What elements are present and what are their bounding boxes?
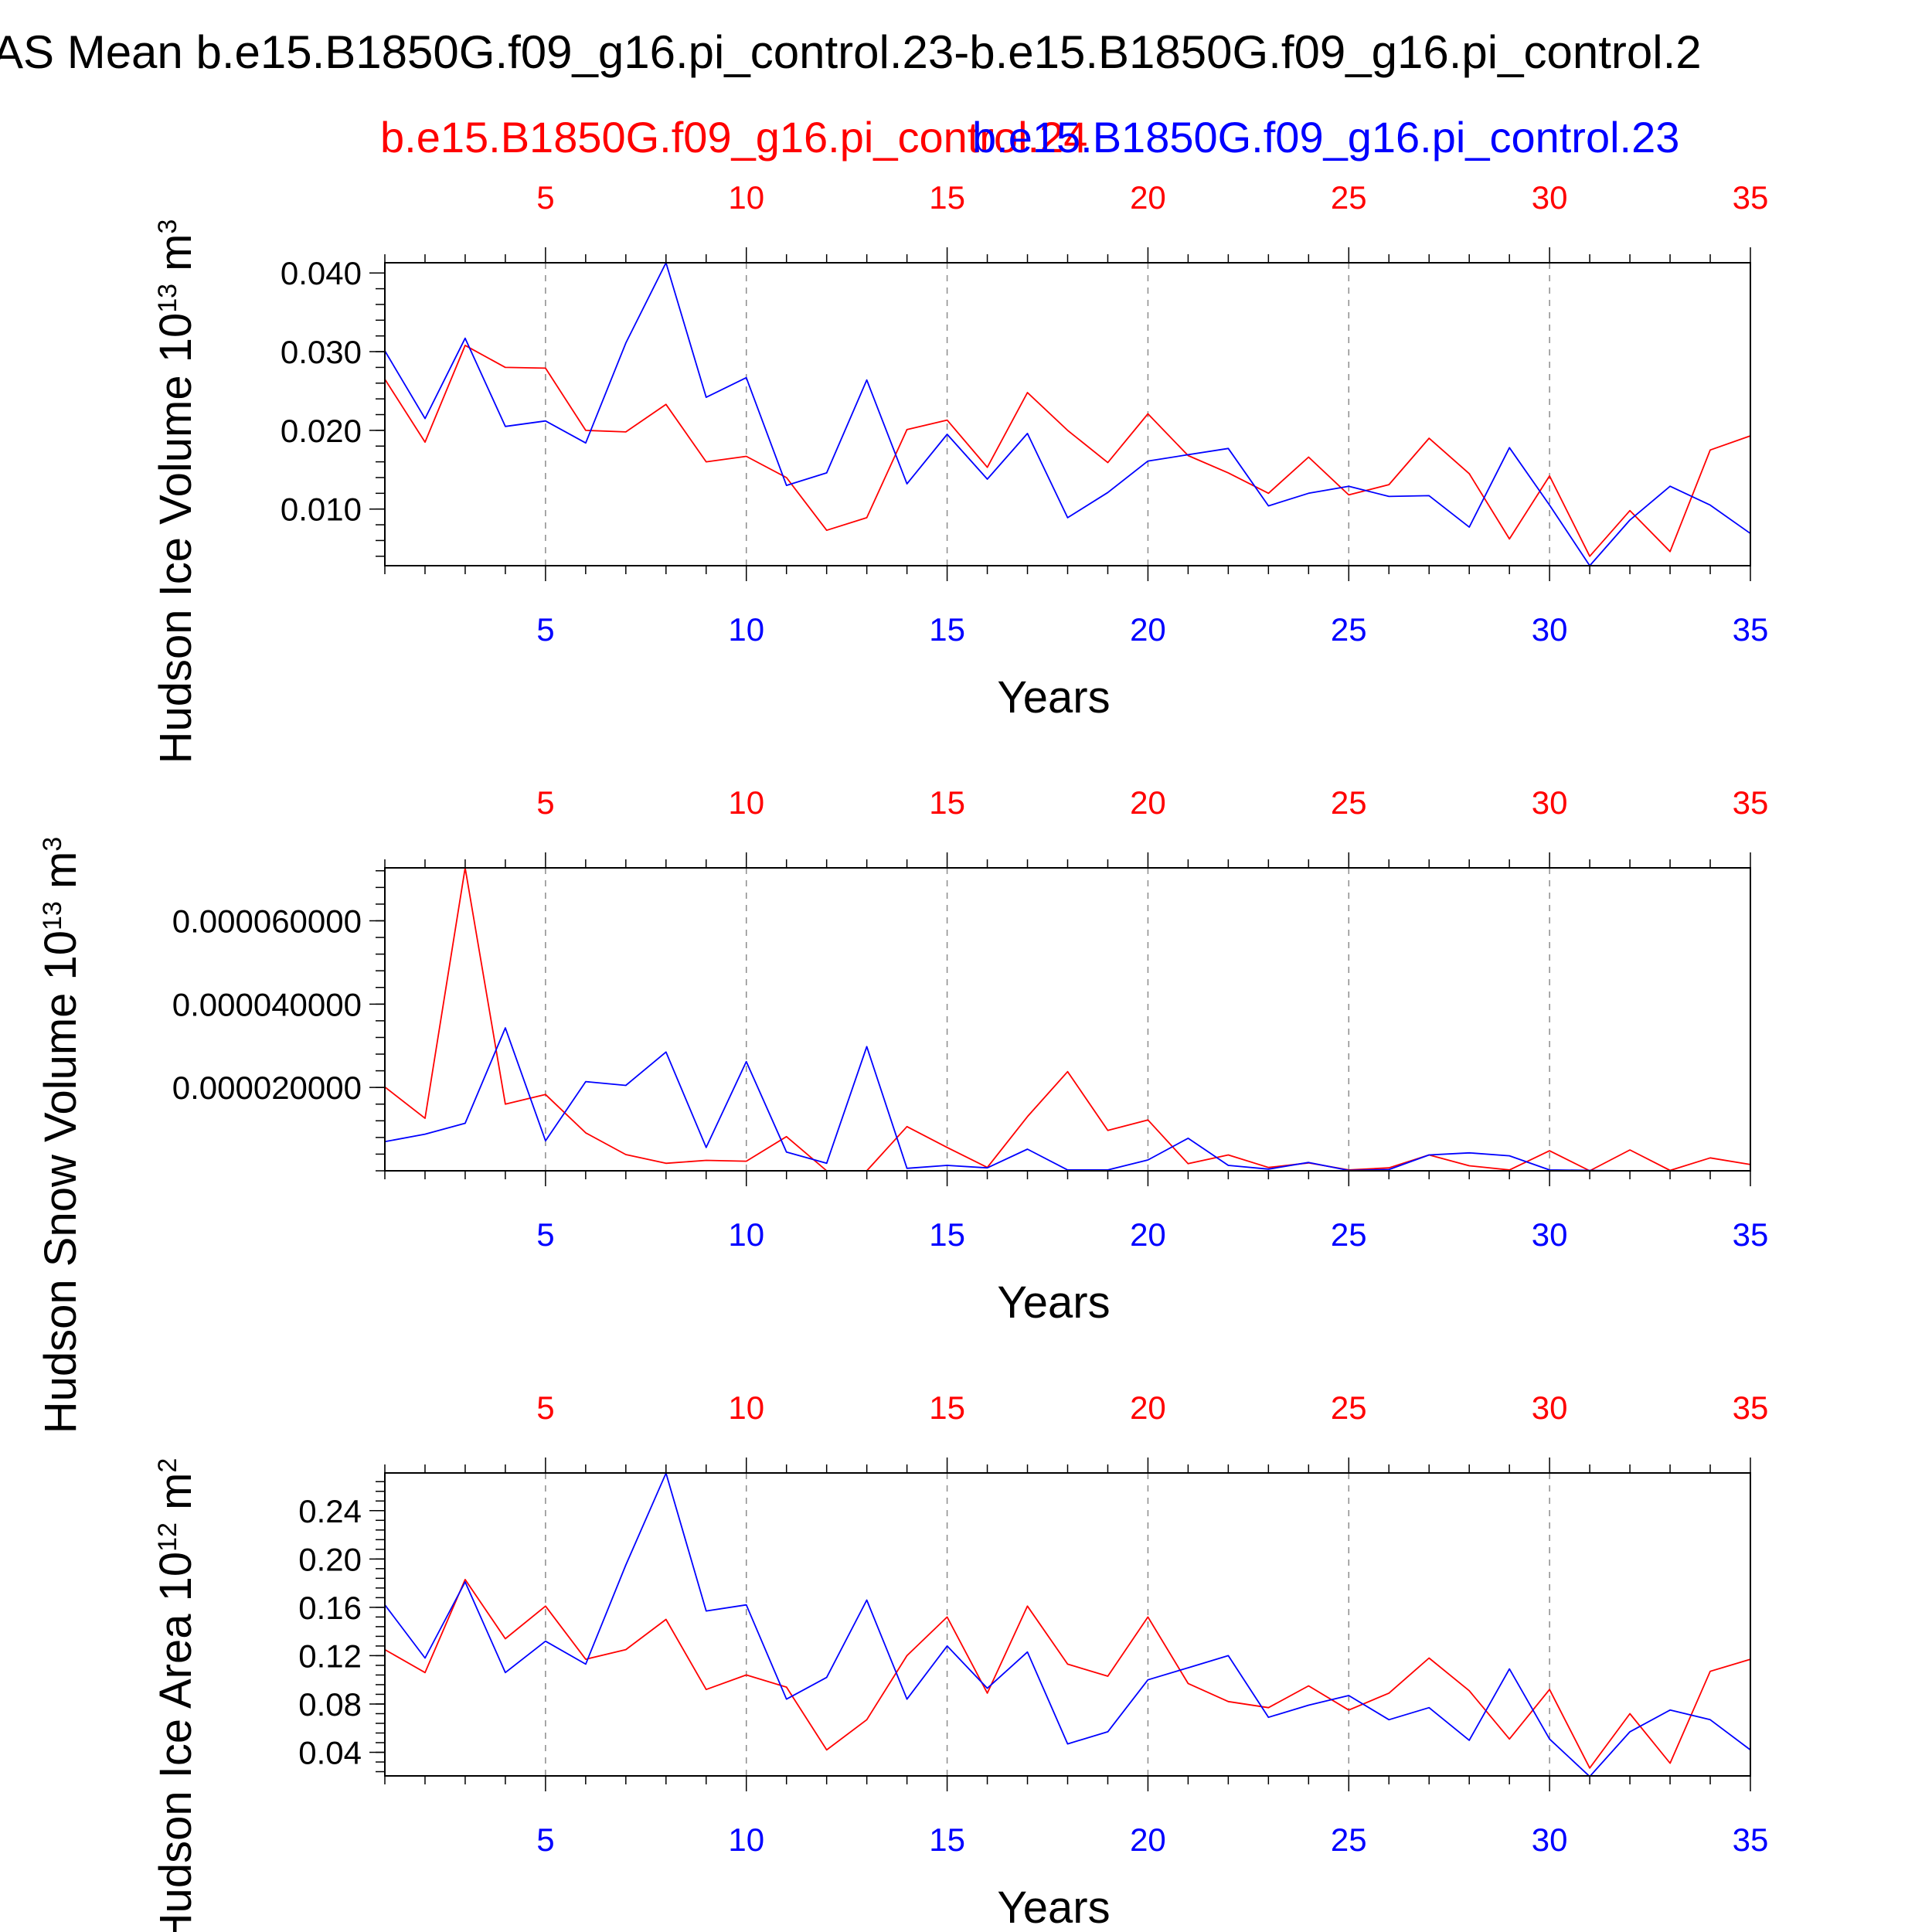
- x-tick-label-bottom: 10: [728, 611, 764, 648]
- x-tick-label-bottom: 5: [536, 1821, 554, 1858]
- y-tick-label: 0.040: [281, 255, 362, 291]
- x-tick-label-bottom: 10: [728, 1216, 764, 1253]
- x-tick-label-bottom: 25: [1331, 1216, 1367, 1253]
- x-tick-label-top: 5: [536, 1389, 554, 1426]
- series-line-red: [384, 344, 1751, 557]
- y-tick-label: 0.24: [298, 1493, 362, 1529]
- y-tick-label: 0.08: [298, 1686, 362, 1723]
- series-line-red: [384, 1579, 1751, 1769]
- y-tick-label: 0.030: [281, 334, 362, 370]
- y-tick-label: 0.16: [298, 1590, 362, 1626]
- x-tick-label-top: 35: [1733, 179, 1769, 216]
- x-tick-label-top: 20: [1130, 179, 1166, 216]
- legend-blue-label: b.e15.B1850G.f09_g16.pi_control.23: [972, 113, 1679, 162]
- x-tick-label-top: 10: [728, 1389, 764, 1426]
- x-tick-label-bottom: 5: [536, 1216, 554, 1253]
- x-tick-label-bottom: 30: [1532, 611, 1568, 648]
- x-tick-label-top: 10: [728, 179, 764, 216]
- y-tick-label: 0.000060000: [172, 903, 362, 939]
- x-tick-label-bottom: 10: [728, 1821, 764, 1858]
- x-tick-label-top: 5: [536, 179, 554, 216]
- chart-panels: 0.010 0.020 0.030 0.040 5 5 10 10 15 15 20 20 25 25 30…: [36, 179, 1768, 1932]
- x-tick-label-top: 5: [536, 784, 554, 821]
- x-tick-label-bottom: 5: [536, 611, 554, 648]
- series-line-blue: [384, 1472, 1751, 1777]
- x-axis-title: Years: [997, 1277, 1110, 1328]
- x-tick-label-top: 20: [1130, 1389, 1166, 1426]
- y-axis-title: Hudson Ice Volume 1013 m3: [151, 219, 201, 764]
- x-tick-label-top: 10: [728, 784, 764, 821]
- x-tick-label-top: 15: [929, 784, 965, 821]
- panel-2: 0.000020000 0.000040000 0.000060000 5 5 10 10 1…: [36, 784, 1768, 1434]
- y-tick-label: 0.12: [298, 1638, 362, 1674]
- x-tick-label-top: 35: [1733, 1389, 1769, 1426]
- x-tick-label-top: 25: [1331, 179, 1367, 216]
- x-tick-label-top: 15: [929, 1389, 965, 1426]
- y-tick-label: 0.010: [281, 492, 362, 528]
- panel-1: 0.010 0.020 0.030 0.040 5 5 10 10 15 15 20 20 25 25 30…: [151, 179, 1768, 764]
- x-tick-label-top: 25: [1331, 784, 1367, 821]
- x-tick-label-bottom: 20: [1130, 1216, 1166, 1253]
- x-tick-label-bottom: 35: [1733, 1821, 1769, 1858]
- x-tick-label-bottom: 35: [1733, 611, 1769, 648]
- y-tick-label: 0.000040000: [172, 986, 362, 1022]
- y-tick-label: 0.20: [298, 1541, 362, 1577]
- x-tick-label-bottom: 15: [929, 1216, 965, 1253]
- x-tick-label-bottom: 15: [929, 1821, 965, 1858]
- x-tick-label-bottom: 25: [1331, 611, 1367, 648]
- x-tick-label-bottom: 30: [1532, 1216, 1568, 1253]
- plot-frame: [384, 867, 1751, 1172]
- x-tick-label-top: 25: [1331, 1389, 1367, 1426]
- x-tick-label-bottom: 25: [1331, 1821, 1367, 1858]
- series-line-blue: [384, 262, 1751, 566]
- x-tick-label-bottom: 20: [1130, 611, 1166, 648]
- x-tick-label-top: 30: [1532, 179, 1568, 216]
- y-axis-title: Hudson Ice Area 1012 m2: [151, 1458, 201, 1932]
- x-tick-label-top: 35: [1733, 784, 1769, 821]
- series-line-blue: [384, 1027, 1750, 1172]
- y-axis-title: Hudson Snow Volume 1013 m3: [36, 837, 86, 1434]
- x-tick-label-bottom: 15: [929, 611, 965, 648]
- series-line-red: [384, 867, 1751, 1172]
- x-tick-label-top: 30: [1532, 1389, 1568, 1426]
- x-tick-label-bottom: 20: [1130, 1821, 1166, 1858]
- x-tick-label-top: 30: [1532, 784, 1568, 821]
- x-tick-label-top: 20: [1130, 784, 1166, 821]
- y-tick-label: 0.020: [281, 413, 362, 449]
- panel-3: 0.04 0.08 0.12 0.16 0.20 0.24 5 5 10 10 15 15 20 20 25…: [151, 1389, 1768, 1932]
- y-tick-label: 0.04: [298, 1735, 362, 1771]
- plot-frame: [384, 262, 1751, 566]
- x-tick-label-top: 15: [929, 179, 965, 216]
- x-axis-title: Years: [997, 1883, 1110, 1932]
- figure-title: AS Mean b.e15.B1850G.f09_g16.pi_control.…: [0, 26, 1702, 78]
- x-tick-label-bottom: 30: [1532, 1821, 1568, 1858]
- x-axis-title: Years: [997, 672, 1110, 723]
- y-tick-label: 0.000020000: [172, 1070, 362, 1106]
- legend-red-label: b.e15.B1850G.f09_g16.pi_control.24: [380, 113, 1087, 162]
- plot-frame: [384, 1472, 1751, 1777]
- x-tick-label-bottom: 35: [1733, 1216, 1769, 1253]
